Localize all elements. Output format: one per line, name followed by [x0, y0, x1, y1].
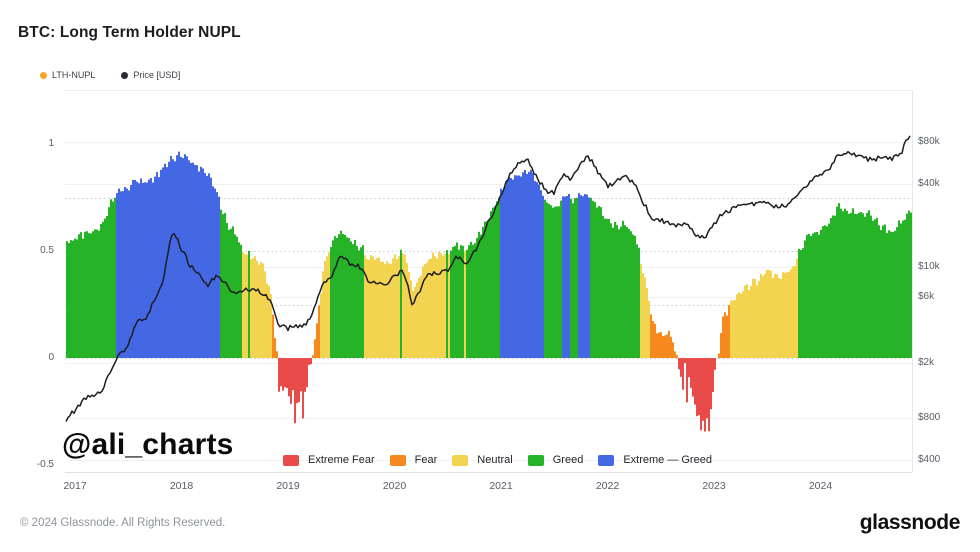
x-axis-tick: 2023: [702, 480, 726, 492]
x-axis-tick: 2020: [382, 480, 407, 492]
x-axis-tick: 2021: [489, 480, 513, 492]
left-axis-tick: 0: [48, 352, 54, 363]
band-legend-label: Neutral: [477, 454, 513, 466]
plot-border-bottom: [65, 472, 912, 473]
right-axis-tick: $80k: [918, 136, 940, 147]
right-axis-tick: $400: [918, 454, 941, 465]
x-axis-tick: 2019: [276, 480, 300, 492]
band-legend-label: Greed: [552, 454, 584, 466]
left-axis-tick: -0.5: [36, 459, 54, 470]
x-axis-tick: 2018: [169, 480, 194, 492]
band-swatch-icon: [389, 454, 406, 466]
band-swatch-icon: [452, 454, 469, 466]
band-legend-item-0: Extreme Fear: [283, 454, 375, 466]
band-legend-label: Extreme — Greed: [623, 454, 712, 466]
band-swatch-icon: [598, 454, 615, 466]
band-legend-item-3: Greed: [527, 454, 584, 466]
watermark: @ali_charts: [62, 428, 234, 461]
band-legend-item-4: Extreme — Greed: [598, 454, 712, 466]
band-swatch-icon: [527, 454, 544, 466]
left-axis-tick: 0.5: [40, 245, 54, 256]
x-axis-tick: 2022: [595, 480, 620, 492]
x-axis-tick: 2024: [808, 480, 833, 492]
band-legend-item-2: Neutral: [452, 454, 513, 466]
footer-copyright: © 2024 Glassnode. All Rights Reserved.: [20, 517, 226, 529]
right-axis-tick: $800: [918, 412, 941, 424]
right-axis-tick: $2k: [918, 357, 935, 369]
x-axis-tick: 2017: [63, 480, 87, 492]
plot-border-right: [912, 90, 913, 472]
band-legend-label: Extreme Fear: [308, 454, 375, 466]
band-legend-item-1: Fear: [389, 454, 438, 466]
right-axis-tick: $6k: [918, 291, 935, 303]
band-legend: Extreme Fear Fear Neutral Greed Extreme — Gr…: [283, 453, 712, 467]
right-axis-tick: $40k: [918, 177, 940, 189]
left-axis-tick: 1: [48, 138, 54, 149]
band-legend-label: Fear: [414, 454, 438, 466]
band-swatch-icon: [283, 454, 299, 466]
glassnode-logo: glassnode: [859, 511, 961, 534]
right-axis-tick: $10k: [918, 260, 940, 272]
